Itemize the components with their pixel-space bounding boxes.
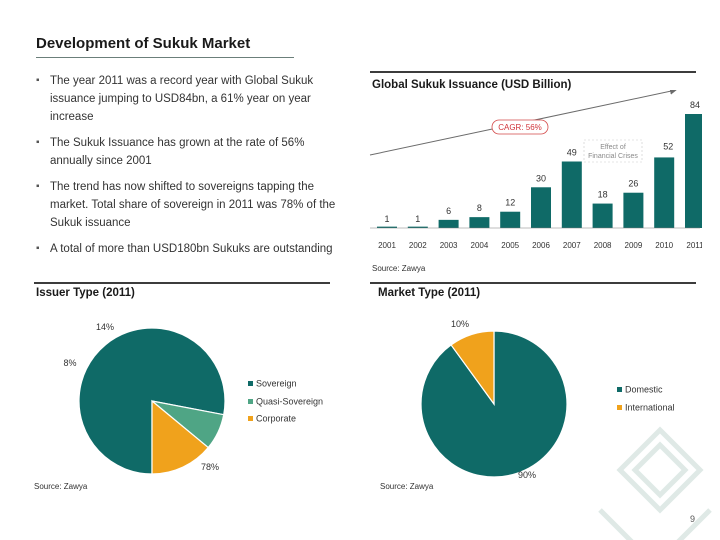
bar-2006 xyxy=(531,187,551,228)
issuer-chart-source: Source: Zawya xyxy=(34,482,88,491)
bar-chart: CAGR: 56% Effect of Financial Crises 1 20… xyxy=(369,90,702,250)
bar-value-label: 52 xyxy=(663,141,673,151)
pie-value-label: 78% xyxy=(201,462,219,472)
legend-label: International xyxy=(625,403,675,413)
bar-chart-source: Source: Zawya xyxy=(372,264,426,273)
bar-2009 xyxy=(623,192,644,228)
page-number: 9 xyxy=(690,514,696,524)
pie-value-label: 90% xyxy=(518,470,536,480)
title-underline xyxy=(36,57,294,58)
legend-swatch xyxy=(248,381,253,386)
x-tick-label: 2006 xyxy=(532,241,550,250)
x-tick-label: 2008 xyxy=(594,241,612,250)
x-tick-label: 2004 xyxy=(471,241,489,250)
x-tick-label: 2002 xyxy=(409,241,427,250)
bar-chart-rule xyxy=(370,71,696,73)
cagr-badge xyxy=(491,119,549,135)
x-tick-label: 2011 xyxy=(686,241,702,250)
crisis-annotation-line-1: Effect of xyxy=(600,144,626,151)
pie-slice-sovereign xyxy=(78,327,226,475)
bar-2005 xyxy=(500,211,521,228)
bar-chart-title: Global Sukuk Issuance (USD Billion) xyxy=(372,79,572,91)
bullet-item: A total of more than USD180bn Sukuks are… xyxy=(36,240,336,258)
decorative-pattern-graphic xyxy=(598,426,712,540)
bar-value-label: 8 xyxy=(477,203,482,213)
page-title: Development of Sukuk Market xyxy=(36,35,251,52)
bar-2011 xyxy=(685,114,702,228)
bar-2003 xyxy=(438,219,459,228)
bullet-item: The Sukuk Issuance has grown at the rate… xyxy=(36,134,336,170)
legend-label: Quasi-Sovereign xyxy=(256,397,323,407)
legend-swatch xyxy=(248,416,253,421)
bar-2010 xyxy=(654,157,675,228)
bar-value-label: 84 xyxy=(690,100,700,110)
x-tick-label: 2007 xyxy=(563,241,581,250)
issuer-pie-chart: 78% 8% 14% Sovereign Quasi-Sovereign Corporat… xyxy=(63,322,323,475)
bar-value-label: 6 xyxy=(446,206,451,216)
market-chart-title: Market Type (2011) xyxy=(378,287,481,299)
legend-swatch xyxy=(617,405,622,410)
bar-value-label: 18 xyxy=(598,190,608,200)
legend-swatch xyxy=(248,399,253,404)
market-pie-chart: 90% 10% Domestic International xyxy=(420,319,675,480)
bullet-item: The trend has now shifted to sovereigns … xyxy=(36,178,336,232)
bar-2008 xyxy=(592,203,613,228)
pie-value-label: 10% xyxy=(451,319,469,329)
crisis-annotation-box xyxy=(583,139,643,163)
pie-slice-international xyxy=(450,330,495,406)
market-chart-source: Source: Zawya xyxy=(380,482,434,491)
x-tick-label: 2001 xyxy=(378,241,396,250)
bar-2002 xyxy=(407,226,428,228)
crisis-annotation-line-2: Financial Crises xyxy=(588,153,638,160)
legend-label: Domestic xyxy=(625,385,663,395)
pie-slice-corporate xyxy=(151,399,210,475)
bar-value-label: 30 xyxy=(536,173,546,183)
x-tick-label: 2003 xyxy=(440,241,458,250)
bar-value-label: 12 xyxy=(505,198,515,208)
bar-2001 xyxy=(377,226,397,228)
x-tick-label: 2005 xyxy=(501,241,519,250)
x-tick-label: 2010 xyxy=(655,241,673,250)
issuer-chart-rule xyxy=(34,282,330,284)
pie-value-label: 8% xyxy=(63,358,76,368)
pie-value-label: 14% xyxy=(96,322,114,332)
bar-value-label: 26 xyxy=(628,179,638,189)
bar-2004 xyxy=(469,217,490,228)
market-chart-rule xyxy=(370,282,696,284)
bars-layer: 1 2001 1 2002 6 2003 8 2004 12 2005 30 2006 49 2007 18… xyxy=(370,100,702,250)
legend-swatch xyxy=(617,387,622,392)
bar-value-label: 49 xyxy=(567,148,577,158)
bar-value-label: 1 xyxy=(415,214,420,224)
issuer-chart-title: Issuer Type (2011) xyxy=(36,287,135,299)
cagr-label: CAGR: 56% xyxy=(498,123,542,132)
legend-label: Corporate xyxy=(256,414,296,424)
legend-label: Sovereign xyxy=(256,379,297,389)
bar-2007 xyxy=(561,161,582,228)
bullet-item: The year 2011 was a record year with Glo… xyxy=(36,72,336,126)
bullet-list: The year 2011 was a record year with Glo… xyxy=(36,72,336,266)
bar-value-label: 1 xyxy=(384,214,389,224)
x-tick-label: 2009 xyxy=(625,241,643,250)
